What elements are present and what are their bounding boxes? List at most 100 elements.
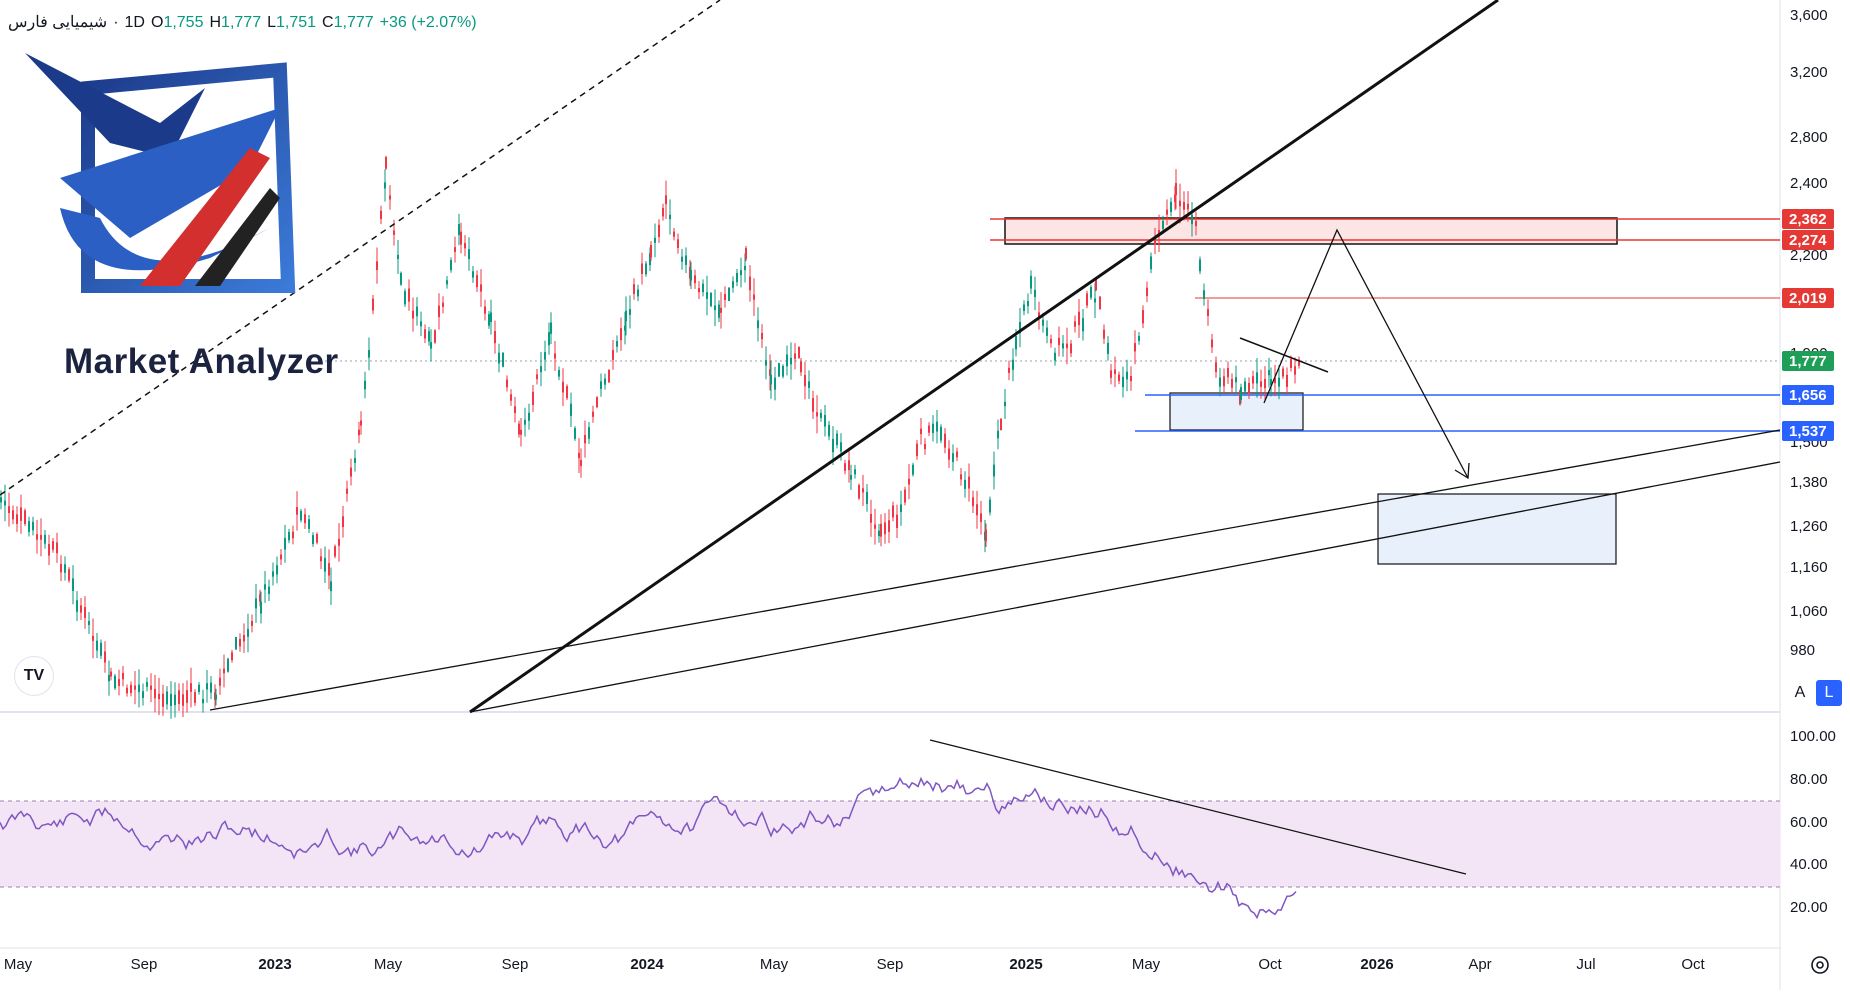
candle-body <box>724 294 726 300</box>
candle-body <box>420 321 422 327</box>
rsi-line <box>0 776 1297 920</box>
major-trendline[interactable] <box>469 0 1499 714</box>
candle-body <box>434 330 436 343</box>
price-axis[interactable]: 3,6003,2002,8002,4002,2001,9001,5001,380… <box>1790 7 1828 659</box>
candle-body <box>40 534 42 540</box>
candle-body <box>858 485 860 499</box>
candle-body <box>848 460 850 471</box>
candle-body <box>450 260 452 271</box>
candle-body <box>892 505 894 518</box>
candle-body <box>904 489 906 503</box>
symbol-name[interactable]: شیمیایی فارس <box>8 14 108 31</box>
candle-body <box>1012 359 1014 370</box>
candle-body <box>1223 376 1225 387</box>
candle-body <box>896 514 898 529</box>
candle-body <box>239 638 241 647</box>
candle-body <box>540 366 542 373</box>
candle-body <box>794 353 796 360</box>
candle-body <box>56 542 58 554</box>
candle-body <box>968 476 970 489</box>
candle-body <box>989 499 991 513</box>
candle-body <box>1103 329 1105 339</box>
candle-body <box>532 391 534 405</box>
candle-body <box>134 685 136 690</box>
candle-body <box>658 224 660 238</box>
support-zone[interactable] <box>1169 392 1304 431</box>
dashed-channel-line[interactable] <box>0 0 721 496</box>
candle-body <box>1015 336 1017 350</box>
log-scale-button[interactable]: L <box>1816 680 1842 706</box>
candle-body <box>510 394 512 401</box>
rsi-divergence-trendline[interactable] <box>929 739 1467 875</box>
candle-body <box>488 314 490 326</box>
low-label: L <box>267 14 276 31</box>
time-tick-label: 2024 <box>630 956 664 973</box>
candle-body <box>80 605 82 613</box>
candle-body <box>468 249 470 260</box>
price-tick-label: 1,060 <box>1790 603 1828 620</box>
candle-body <box>993 464 995 477</box>
candle-body <box>1118 374 1120 382</box>
candle-body <box>706 292 708 299</box>
candle-body <box>536 374 538 380</box>
candle-body <box>20 507 22 521</box>
candle-body <box>1086 293 1088 306</box>
candle-body <box>744 265 746 271</box>
candle-body <box>1138 336 1140 341</box>
time-axis[interactable]: May Sep 2023 May Sep 2024 May Sep 2025 May Oct 2026… <box>4 956 1706 973</box>
candle-body <box>1260 381 1262 387</box>
target-zone[interactable] <box>1377 493 1617 565</box>
candle-body <box>1252 376 1254 384</box>
candle-body <box>1270 379 1272 385</box>
candle-body <box>753 294 755 300</box>
candle-body <box>380 210 382 220</box>
candle-body <box>338 538 340 546</box>
candle-body <box>114 675 116 689</box>
candle-body <box>276 565 278 575</box>
candle-body <box>558 369 560 377</box>
candle-body <box>1294 366 1296 375</box>
candle-body <box>566 386 568 399</box>
candle-body <box>308 519 310 529</box>
candle-body <box>878 530 880 537</box>
auto-scale-button[interactable]: A <box>1787 680 1813 706</box>
candle-body <box>260 601 262 614</box>
candle-body <box>649 253 651 266</box>
candle-body <box>600 381 602 389</box>
candle-body <box>612 350 614 360</box>
projection-path[interactable] <box>1263 228 1469 479</box>
candle-body <box>424 329 426 339</box>
candle-body <box>812 398 814 412</box>
candle-body <box>1282 368 1284 377</box>
tradingview-logo[interactable]: TV <box>14 656 54 696</box>
candle-body <box>900 504 902 513</box>
channel-upper-line[interactable] <box>209 429 1781 711</box>
channel-lower-line[interactable] <box>469 461 1781 713</box>
candle-body <box>1274 377 1276 384</box>
candle-body <box>1095 278 1097 291</box>
candle-body <box>1126 371 1128 380</box>
candle-body <box>880 523 882 537</box>
candle-body <box>182 694 184 706</box>
candle-body <box>562 381 564 393</box>
interval-label[interactable]: 1D <box>124 14 145 31</box>
candle-body <box>460 231 462 245</box>
candle-body <box>397 254 399 260</box>
price-candles <box>0 155 1300 719</box>
candle-body <box>836 433 838 446</box>
candle-body <box>714 305 716 311</box>
candle-body <box>862 488 864 493</box>
price-tick-label: 1,380 <box>1790 474 1828 491</box>
candle-body <box>1264 378 1266 389</box>
candle-body <box>1090 287 1092 298</box>
price-tick-label: 1,260 <box>1790 518 1828 535</box>
candle-body <box>1019 321 1021 334</box>
rsi-axis[interactable]: 100.00 80.00 60.00 40.00 20.00 <box>1790 728 1836 916</box>
candle-body <box>650 244 652 258</box>
candle-body <box>681 256 683 262</box>
gear-icon[interactable] <box>1808 953 1832 977</box>
candle-body <box>1298 359 1300 366</box>
candle-body <box>800 361 802 373</box>
candle-body <box>952 453 954 462</box>
